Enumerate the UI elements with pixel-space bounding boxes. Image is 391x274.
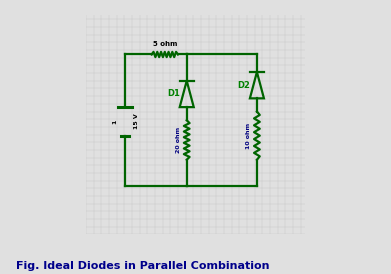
Text: D1: D1 bbox=[167, 90, 180, 98]
Text: 5 ohm: 5 ohm bbox=[152, 41, 177, 47]
Text: 20 ohm: 20 ohm bbox=[176, 127, 181, 153]
Text: 10 ohm: 10 ohm bbox=[246, 122, 251, 149]
Text: 1: 1 bbox=[112, 119, 117, 124]
Text: D2: D2 bbox=[237, 81, 250, 90]
Text: 15 V: 15 V bbox=[134, 113, 139, 129]
Text: Fig. Ideal Diodes in Parallel Combination: Fig. Ideal Diodes in Parallel Combinatio… bbox=[16, 261, 269, 271]
